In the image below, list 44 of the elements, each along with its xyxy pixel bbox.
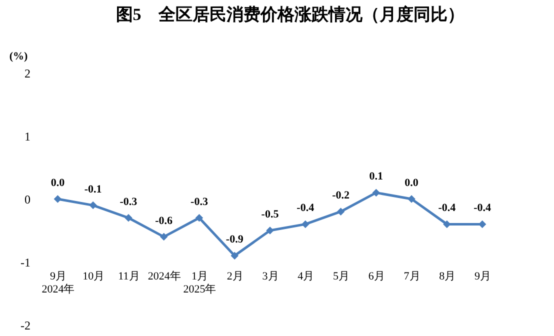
chart-title: 图5 全区居民消费价格涨跌情况（月度同比） (116, 5, 464, 24)
point (195, 214, 204, 222)
y-tick-label: -2 (20, 318, 30, 332)
point (89, 201, 97, 210)
x-tick-label: 3月 (262, 270, 279, 282)
data-label: -0.4 (296, 202, 315, 214)
x-tick-label: 10月 (82, 270, 105, 282)
data-label: -0.1 (84, 183, 102, 196)
x-tick-label: 7月 (404, 270, 420, 282)
point (230, 252, 238, 260)
data-label: -0.5 (261, 208, 280, 220)
x-tick-label: 8月 (439, 270, 456, 282)
data-label: 0.1 (369, 170, 384, 183)
point (266, 226, 274, 234)
y-tick-label: -1 (20, 256, 30, 270)
data-label: -0.6 (155, 214, 174, 227)
x-tick-label: 2024年 (148, 270, 181, 282)
x-tick-label: 11月 (118, 270, 140, 282)
data-label: -0.3 (190, 196, 208, 208)
data-label: -0.4 (438, 202, 456, 214)
y-tick-label: 2 (24, 66, 30, 80)
point (408, 195, 416, 203)
data-label: -0.3 (120, 196, 138, 208)
x-tick-label: 4月 (298, 270, 314, 282)
y-tick-label: 0 (24, 192, 30, 206)
x-tick-label: 2月 (226, 270, 244, 282)
y-axis-title: (%) (9, 50, 28, 62)
x-tick-label: 5月 (333, 270, 350, 282)
x-tick-label: 6月 (368, 270, 385, 282)
data-label: 0.0 (50, 177, 66, 189)
point (124, 214, 132, 222)
x-tick-label: 9月 (474, 270, 492, 282)
point (54, 195, 62, 203)
point (336, 208, 345, 216)
point (372, 188, 380, 197)
data-label: -0.4 (474, 202, 492, 214)
x-tick-label: 9月 2024年 (42, 270, 75, 296)
point (160, 232, 168, 241)
data-label: 0.0 (404, 177, 419, 189)
data-label: -0.9 (226, 234, 244, 246)
data-label: -0.2 (332, 190, 350, 202)
x-tick-label: 1月 2025年 (183, 270, 216, 296)
point (302, 220, 310, 228)
y-tick-label: 1 (24, 130, 30, 144)
